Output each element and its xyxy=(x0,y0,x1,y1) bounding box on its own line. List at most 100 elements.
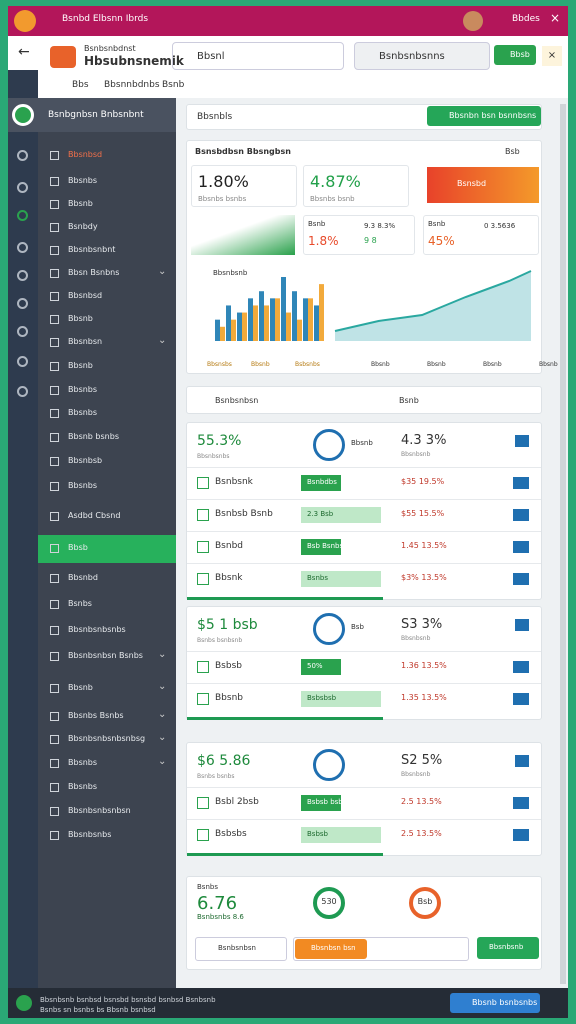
sidebar-item[interactable]: Bbsnb xyxy=(68,683,93,692)
sidebar-icon xyxy=(50,600,59,609)
rail-icon[interactable] xyxy=(17,242,28,253)
row-divider xyxy=(187,819,541,820)
sidebar-item[interactable]: Bbsnbsnbsnbsn xyxy=(68,806,131,815)
row-divider xyxy=(187,531,541,532)
top-action[interactable]: Bbdes xyxy=(512,14,540,24)
sidebar-item[interactable]: Bbsnbs xyxy=(68,758,98,767)
sidebar-item[interactable]: Bbsnbs xyxy=(68,176,98,185)
summary-value: 6.76 xyxy=(197,893,238,914)
rail-icon[interactable] xyxy=(17,210,28,221)
overview-close[interactable]: Bsb xyxy=(505,147,520,156)
table-sub: Bsnbs bsnbs xyxy=(197,773,235,780)
sidebar-item[interactable]: Bbsnb bsnbs xyxy=(68,432,119,441)
row-pill: Bsb Bsnbs xyxy=(301,539,343,555)
chevron: ⌄ xyxy=(158,709,167,720)
kpi-card: 1.80% Bbsnbs bsnbs xyxy=(191,165,297,207)
row-right: 1.45 13.5% xyxy=(401,541,447,550)
bar xyxy=(220,326,225,341)
row-label: Bsbsbs xyxy=(215,829,247,839)
header-button[interactable]: Bbsb xyxy=(494,45,536,65)
rail-icon[interactable] xyxy=(17,326,28,337)
sidebar-item[interactable]: Bbsnbs xyxy=(68,385,98,394)
chevron: ⌄ xyxy=(158,756,167,767)
row-action[interactable] xyxy=(513,661,529,673)
rail-icon[interactable] xyxy=(17,386,28,397)
sidebar-item[interactable]: Bbsnb xyxy=(68,361,93,370)
bar-chart-title: Bbsnbsnb xyxy=(213,269,248,277)
sidebar-item[interactable]: Bbsnbsd xyxy=(68,150,103,159)
stat-card: Bsnb 1.8% 9.3 8.3% 9 8 xyxy=(303,215,415,255)
sidebar-item[interactable]: Bsnbdy xyxy=(68,222,98,231)
sidebar-item[interactable]: Bbsnbd xyxy=(68,573,98,582)
rail-icon[interactable] xyxy=(17,270,28,281)
row-action[interactable] xyxy=(513,797,529,809)
sidebar-item[interactable]: Bbsnbsb xyxy=(68,456,103,465)
rail-icon[interactable] xyxy=(17,182,28,193)
sidebar-item[interactable]: Bbsnbs xyxy=(68,481,98,490)
select2-value[interactable]: Bbsnbsn bsn xyxy=(295,939,367,959)
sidebar-item[interactable]: Bbsnbsnbsn Bsnbs xyxy=(68,651,143,660)
brand: Hbsubnsnemik xyxy=(84,54,184,68)
sidebar-item[interactable]: Bbsnb xyxy=(68,199,93,208)
row-action[interactable] xyxy=(513,573,529,585)
bar xyxy=(270,298,275,341)
rail-icon[interactable] xyxy=(17,150,28,161)
sidebar-icon xyxy=(50,544,59,553)
table-value: 55.3% xyxy=(197,433,242,449)
close[interactable]: × xyxy=(550,11,561,25)
sidebar-item[interactable]: Bbsnbsn xyxy=(68,337,103,346)
table-sub: Bsnbs bsnbsnb xyxy=(197,637,243,644)
sidebar-icon xyxy=(50,712,59,721)
sidebar-icon xyxy=(50,386,59,395)
footer-text: Bsnbs sn bsnbs bs Bbsnb bsnbsd xyxy=(40,1006,156,1014)
row-action[interactable] xyxy=(513,509,529,521)
sidebar-item[interactable]: Bbsnbs Bsnbs xyxy=(68,711,124,720)
bar xyxy=(248,298,253,341)
sidebar-icon xyxy=(50,433,59,442)
summary-button[interactable]: Bbsnbsnb xyxy=(477,937,539,959)
row-action[interactable] xyxy=(513,541,529,553)
tab[interactable]: Bsnb xyxy=(162,80,185,90)
row-pill: Bsnbs xyxy=(301,571,381,587)
table-icon xyxy=(313,613,345,645)
sidebar-item[interactable]: Bbsnbsnbnt xyxy=(68,245,116,254)
footer-button[interactable]: Bbsnb bsnbsnbs xyxy=(450,993,540,1013)
badge: Bsnsbd xyxy=(457,179,487,188)
sidebar-icon xyxy=(50,246,59,255)
sidebar-item[interactable]: Asdbd Cbsnd xyxy=(68,511,121,520)
sidebar-item[interactable]: Bsnbs xyxy=(68,599,92,608)
row-icon xyxy=(197,509,209,521)
sidebar-item[interactable]: Bbsb xyxy=(68,543,88,552)
back[interactable]: ← xyxy=(18,44,30,60)
row-action[interactable] xyxy=(513,693,529,705)
sidebar-item[interactable]: Bbsnbsnbsnbsnbsg xyxy=(68,734,146,743)
row-action[interactable] xyxy=(513,477,529,489)
sidebar-item[interactable]: Bbsnbsd xyxy=(68,291,103,300)
table-card: $6 5.86 Bsnbs bsnbs S2 5% Bbsnbsnb Bsbl 2bsb… xyxy=(186,742,542,856)
search[interactable]: Bbsnl xyxy=(172,42,344,70)
tab[interactable]: Bbsnnbdnbs xyxy=(104,80,160,90)
table-badge xyxy=(515,755,529,767)
sidebar-item[interactable]: Bbsnb xyxy=(68,314,93,323)
row-label: Bbsnb xyxy=(215,693,243,703)
tab[interactable]: Bbs xyxy=(72,80,89,90)
filter[interactable]: Bsnbsnbsn Bsnb xyxy=(186,386,542,414)
sidebar-item[interactable]: Bbsnbsnbsnbs xyxy=(68,625,126,634)
row-divider xyxy=(187,563,541,564)
close-panel[interactable]: × xyxy=(542,46,562,66)
progress xyxy=(187,597,383,600)
kpi-value: 1.80% xyxy=(198,172,249,191)
bar-label: Bbsnb xyxy=(251,361,270,368)
toolbar-button[interactable]: Bbsnbn bsn bsnnbsns xyxy=(427,106,541,126)
sidebar-item[interactable]: Bbsnbs xyxy=(68,782,98,791)
sidebar-item[interactable]: Bbsnbsnbs xyxy=(68,830,112,839)
sidebar-item[interactable]: Bbsn Bsnbns xyxy=(68,268,120,277)
sidebar-item[interactable]: Bbsnbs xyxy=(68,408,98,417)
row-pill: Bsbsb bsb xyxy=(301,795,343,811)
row-action[interactable] xyxy=(513,829,529,841)
select1[interactable]: Bsnbsnbsn xyxy=(195,937,287,961)
rail-icon[interactable] xyxy=(17,356,28,367)
row-right: 2.5 13.5% xyxy=(401,829,442,838)
search2[interactable]: Bsnbsnbsnns xyxy=(354,42,490,70)
rail-icon[interactable] xyxy=(17,298,28,309)
